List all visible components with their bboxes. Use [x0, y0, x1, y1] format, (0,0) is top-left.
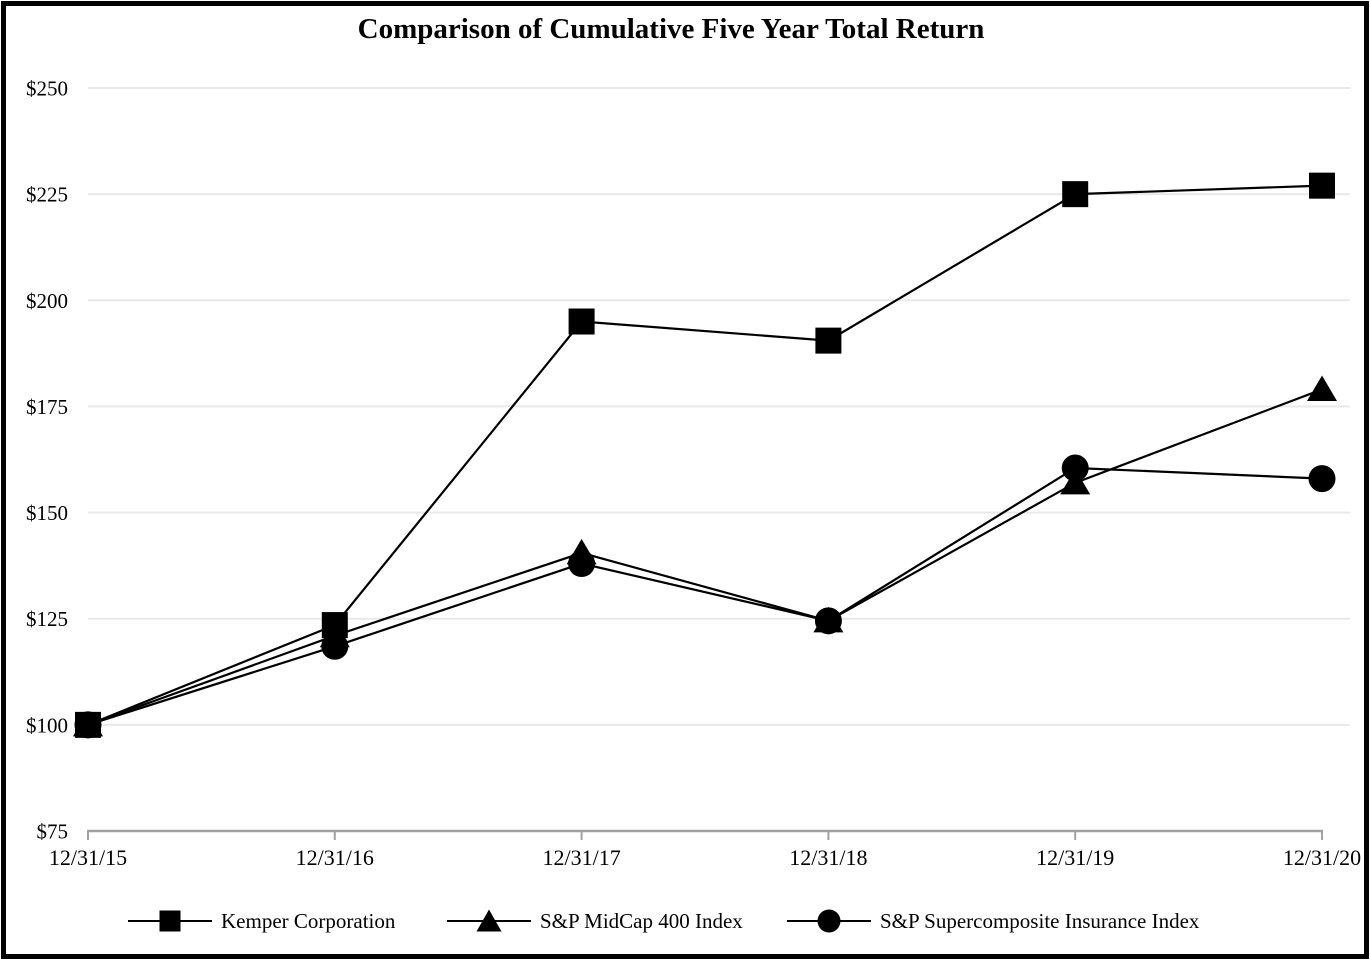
legend-label-sp-midcap-400: S&P MidCap 400 Index	[540, 909, 743, 933]
sp-supercomposite-insurance-data-point-marker	[1308, 465, 1336, 493]
sp-supercomposite-insurance-series-line	[87, 466, 1323, 726]
y-axis-tick-label: $150	[26, 501, 68, 525]
legend-item-sp-supercomposite-insurance: S&P Supercomposite Insurance Index	[787, 906, 1199, 936]
y-axis-tick-label: $250	[26, 77, 68, 101]
sp-supercomposite-insurance-data-point-marker	[1061, 454, 1089, 482]
x-axis-tick-label: 12/31/19	[1036, 845, 1114, 870]
kemper-data-point-marker	[568, 308, 595, 335]
x-axis-tick-label: 12/31/15	[49, 845, 127, 870]
legend-label-kemper: Kemper Corporation	[221, 909, 396, 933]
kemper-series-line	[87, 184, 1323, 726]
circle-series-marker-icon	[787, 909, 871, 933]
y-axis-tick-label: $100	[26, 713, 68, 737]
legend-item-kemper: Kemper Corporation	[128, 906, 395, 936]
x-axis-tick-label: 12/31/16	[296, 845, 374, 870]
legend: Kemper Corporation S&P MidCap 400 Index …	[0, 906, 1370, 938]
sp-midcap-400-series-line	[87, 388, 1323, 726]
x-axis-tick-label: 12/31/18	[789, 845, 867, 870]
legend-item-sp-midcap-400: S&P MidCap 400 Index	[447, 906, 743, 936]
kemper-data-point-marker	[1062, 181, 1089, 208]
chart-title: Comparison of Cumulative Five Year Total…	[357, 13, 985, 45]
sp-midcap-400-data-point-marker	[1307, 375, 1337, 401]
triangle-series-marker-icon	[447, 909, 531, 932]
x-axis-tick-label: 12/31/20	[1283, 845, 1361, 870]
y-axis-tick-label: $225	[26, 183, 68, 207]
x-axis-tick-label: 12/31/17	[542, 845, 620, 870]
legend-label-sp-supercomposite-insurance: S&P Supercomposite Insurance Index	[880, 909, 1200, 933]
y-axis-tick-label: $175	[26, 395, 68, 419]
y-axis-tick-label: $200	[26, 289, 68, 313]
y-axis-tick-label: $75	[37, 820, 69, 844]
sp-supercomposite-insurance-data-point-marker	[814, 607, 842, 635]
sp-supercomposite-insurance-data-point-marker	[74, 711, 102, 739]
kemper-data-point-marker	[1309, 172, 1335, 199]
y-axis-tick-label: $125	[26, 607, 68, 631]
square-series-marker-icon	[128, 910, 212, 932]
sp-supercomposite-insurance-data-point-marker	[568, 550, 596, 578]
kemper-data-point-marker	[815, 327, 842, 354]
sp-supercomposite-insurance-data-point-marker	[321, 632, 349, 660]
sp-midcap-400-data-point-marker	[1060, 468, 1091, 495]
